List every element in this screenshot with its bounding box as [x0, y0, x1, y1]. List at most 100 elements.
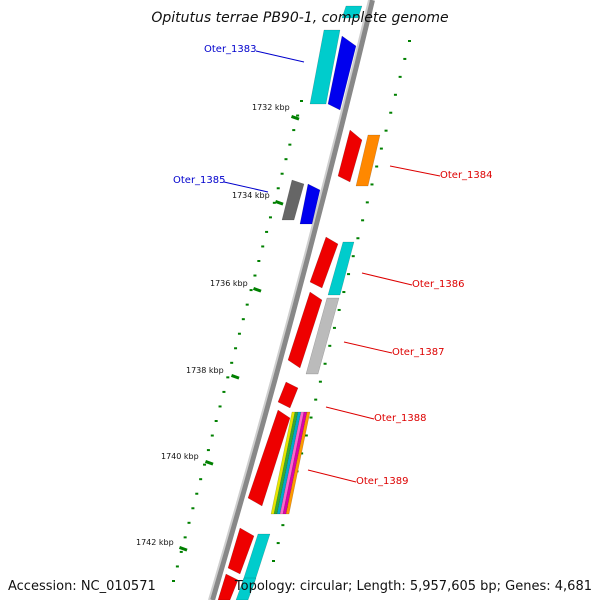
- inner-tick-mark: [214, 420, 218, 422]
- genome-backbone-highlight: [208, 0, 370, 601]
- outer-tick-mark: [393, 93, 397, 96]
- major-tick-mark: [204, 460, 214, 466]
- inner-tick-mark: [296, 114, 300, 117]
- inner-tick-mark: [257, 260, 261, 262]
- inner-tick-mark: [175, 565, 179, 568]
- outer-tick-mark: [323, 362, 327, 365]
- gene-feature-grey: [281, 179, 305, 221]
- inner-tick-mark: [206, 449, 210, 452]
- genome-summary-text: Topology: circular; Length: 5,957,605 bp…: [234, 579, 592, 594]
- inner-tick-mark: [218, 405, 222, 408]
- inner-tick-mark: [288, 143, 292, 146]
- gene-feature-oter-1387: [287, 291, 323, 369]
- inner-tick-mark: [245, 303, 249, 306]
- gene-feature-top-cyan: [341, 5, 363, 19]
- outer-tick-mark: [309, 416, 313, 419]
- gene-feature-oter-1386-cyan: [327, 241, 355, 296]
- ruler-label: 1740 kbp: [161, 452, 199, 461]
- outer-tick-mark: [351, 255, 355, 258]
- inner-tick-mark: [261, 245, 265, 248]
- inner-tick-mark: [187, 521, 191, 524]
- gene-feature-oter-1388: [277, 381, 299, 409]
- inner-tick-mark: [272, 201, 276, 204]
- gene-label-oter-1386[interactable]: Oter_1386: [412, 279, 465, 290]
- gene-leader-line: [389, 165, 441, 177]
- outer-tick-mark: [379, 147, 383, 150]
- outer-tick-mark: [356, 237, 360, 240]
- inner-tick-mark: [226, 376, 230, 379]
- inner-tick-mark: [183, 536, 187, 539]
- map-title: Opitutus terrae PB90-1, complete genome: [151, 10, 449, 26]
- major-tick-mark: [252, 287, 262, 293]
- outer-tick-mark: [408, 40, 411, 42]
- outer-tick-mark: [337, 308, 341, 311]
- outer-tick-mark: [384, 129, 388, 132]
- gene-label-oter-1385[interactable]: Oter_1385: [173, 175, 226, 186]
- ruler-label: 1732 kbp: [252, 103, 290, 112]
- inner-tick-mark: [253, 274, 257, 277]
- inner-tick-mark: [300, 100, 303, 102]
- outer-tick-mark: [403, 57, 407, 60]
- outer-tick-mark: [272, 560, 275, 562]
- outer-tick-mark: [347, 273, 351, 276]
- major-tick-mark: [230, 374, 240, 380]
- gene-label-oter-1389[interactable]: Oter_1389: [356, 476, 409, 487]
- outer-tick-mark: [332, 326, 336, 329]
- gene-feature-oter-1389: [247, 409, 291, 507]
- gene-label-oter-1388[interactable]: Oter_1388: [374, 413, 427, 424]
- gene-label-oter-1384[interactable]: Oter_1384: [440, 170, 493, 181]
- outer-tick-mark: [304, 434, 308, 437]
- gene-feature-cyan-lower: [239, 533, 271, 591]
- inner-tick-mark: [265, 230, 269, 233]
- inner-tick-mark: [203, 463, 207, 466]
- outer-tick-mark: [361, 219, 365, 222]
- major-tick-mark: [178, 546, 188, 552]
- gene-leader-line: [223, 181, 269, 193]
- gene-feature-oter-1387-grey: [305, 297, 340, 375]
- ruler-label: 1736 kbp: [210, 279, 248, 288]
- outer-tick-mark: [342, 291, 346, 294]
- ruler-label: 1734 kbp: [232, 191, 270, 200]
- outer-tick-mark: [398, 75, 402, 78]
- major-tick-mark: [274, 200, 284, 206]
- ruler-label: 1738 kbp: [186, 366, 224, 375]
- outer-tick-mark: [328, 344, 332, 347]
- gene-leader-line: [307, 469, 357, 483]
- major-tick-mark: [290, 114, 300, 121]
- outer-tick-mark: [314, 398, 318, 401]
- inner-tick-mark: [292, 129, 296, 132]
- outer-tick-mark: [370, 183, 374, 186]
- inner-tick-mark: [230, 361, 234, 364]
- outer-tick-mark: [389, 111, 393, 114]
- inner-tick-mark: [268, 216, 272, 219]
- outer-tick-mark: [281, 524, 285, 527]
- inner-tick-mark: [249, 289, 253, 292]
- inner-tick-mark: [222, 390, 226, 393]
- gene-feature-multi-stripe: [285, 411, 311, 515]
- gene-feature-oter-1383: [327, 35, 357, 111]
- inner-tick-mark: [195, 492, 199, 495]
- outer-tick-mark: [375, 165, 379, 168]
- outer-tick-mark: [365, 201, 369, 204]
- inner-tick-mark: [179, 550, 183, 553]
- gene-leader-line: [343, 341, 393, 354]
- outer-tick-mark: [300, 452, 304, 455]
- inner-tick-mark: [191, 507, 195, 510]
- outer-tick-mark: [276, 542, 280, 545]
- inner-tick-mark: [280, 172, 284, 175]
- gene-label-oter-1387[interactable]: Oter_1387: [392, 347, 445, 358]
- gene-feature-oter-1385: [299, 183, 321, 225]
- inner-tick-mark: [241, 318, 245, 321]
- ruler-label: 1742 kbp: [136, 538, 174, 547]
- gene-leader-line: [255, 50, 305, 63]
- inner-tick-mark: [172, 580, 175, 582]
- gene-feature-oter-1383-cyan: [309, 29, 341, 105]
- gene-feature-red: [337, 129, 363, 183]
- inner-tick-mark: [199, 478, 203, 481]
- inner-tick-mark: [234, 347, 238, 350]
- gene-label-oter-1383[interactable]: Oter_1383: [204, 44, 257, 55]
- gene-feature-oter-1386: [309, 236, 339, 289]
- inner-tick-mark: [210, 434, 214, 437]
- outer-tick-mark: [318, 380, 322, 383]
